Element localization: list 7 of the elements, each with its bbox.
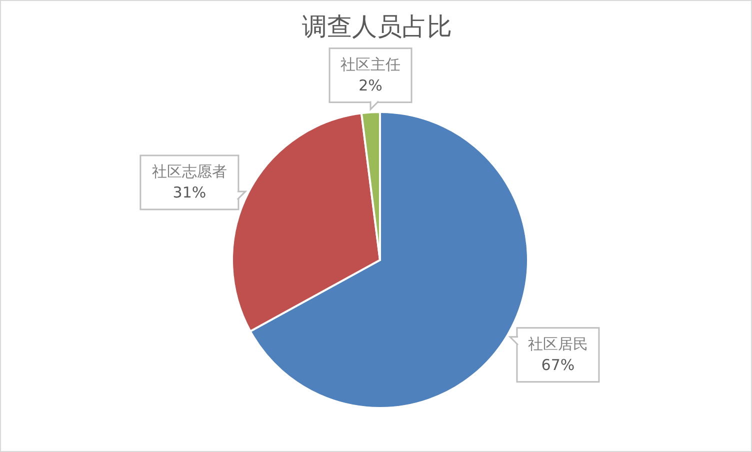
slice-label: 社区主任: [340, 55, 401, 74]
data-label: 67%: [541, 356, 575, 374]
data-label: 2%: [358, 76, 382, 94]
chart-title: 调查人员占比: [301, 11, 453, 43]
slice-label: 社区志愿者: [152, 162, 227, 180]
data-label: 31%: [172, 183, 206, 202]
slice-label: 社区居民: [528, 334, 588, 353]
